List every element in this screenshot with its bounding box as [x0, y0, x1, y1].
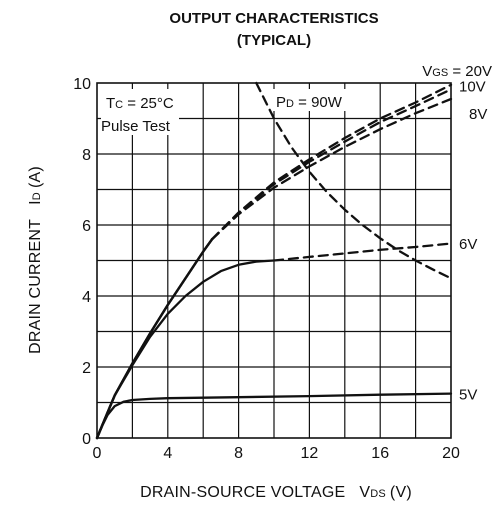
plot-frame [96, 82, 452, 439]
curve-vgs-6V-solid [95, 259, 276, 440]
curve-vgs-8V-dashed [210, 97, 453, 241]
pd-box-bg [272, 89, 370, 111]
x-tick-label: 0 [93, 445, 102, 462]
series-labels: 10V 8V 6V 5V [459, 78, 487, 403]
x-tick-label: 4 [163, 445, 172, 462]
series-label-8V: 8V [469, 106, 487, 123]
power-limit-curve [255, 81, 453, 280]
chart-subtitle: (TYPICAL) [237, 32, 311, 49]
y-tick-label: 8 [82, 147, 91, 164]
x-axis-label: DRAIN-SOURCE VOLTAGE VDS (V) [140, 484, 412, 501]
x-tick-label: 16 [371, 445, 389, 462]
y-tick-label: 10 [73, 76, 91, 93]
series-label-6V: 6V [459, 236, 477, 253]
conditions-box-bg [101, 89, 179, 135]
curve-vgs-5V-solid [95, 392, 453, 440]
y-tick-label: 0 [82, 431, 91, 448]
pulse-test-annotation: Pulse Test [101, 118, 171, 135]
tick-labels: 0 4 8 12 16 20 0 2 4 6 8 10 [73, 76, 460, 462]
y-tick-label: 6 [82, 218, 91, 235]
tc-annotation: TC = 25°C [106, 95, 174, 112]
x-tick-label: 8 [234, 445, 243, 462]
curve-vgs-10V-dashed [210, 88, 453, 241]
curve-vgs-6V-dashed [272, 242, 453, 262]
chart-title: OUTPUT CHARACTERISTICS [169, 10, 378, 27]
series-label-10V: 10V [459, 78, 486, 95]
pd-annotation: PD = 90W [276, 94, 343, 111]
vgs-label: VGS = 20V [422, 63, 492, 80]
y-tick-label: 4 [82, 289, 91, 306]
x-tick-label: 20 [442, 445, 460, 462]
x-tick-label: 12 [301, 445, 319, 462]
curves [95, 81, 453, 440]
series-label-5V: 5V [459, 387, 477, 404]
y-tick-label: 2 [82, 360, 91, 377]
y-axis-label: DRAIN CURRENTID(A) [27, 166, 44, 354]
